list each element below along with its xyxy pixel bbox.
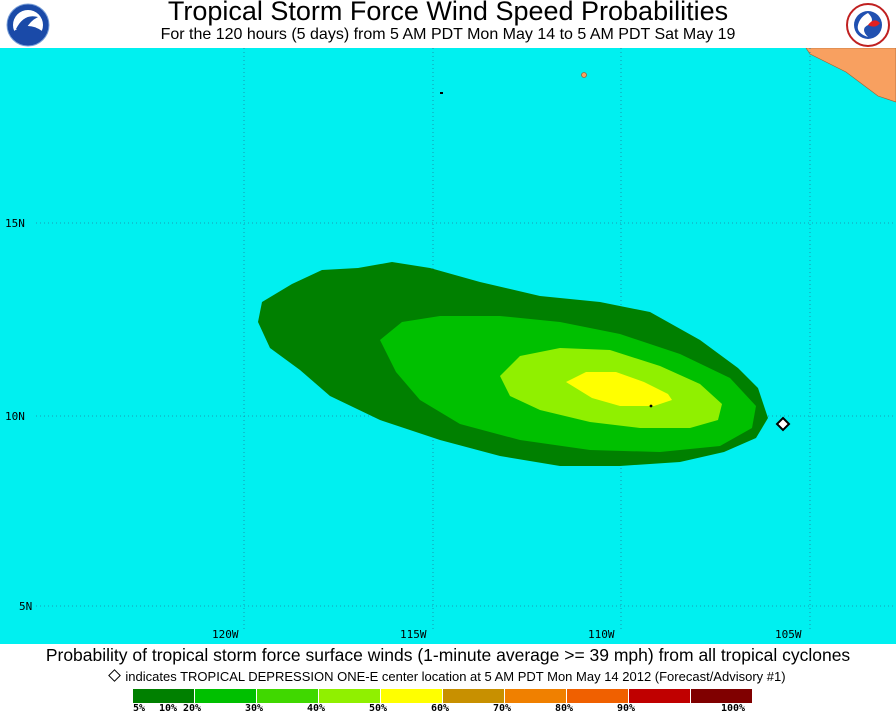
map-header: NOAA Tropical Storm Force Wind Speed Pro… xyxy=(0,0,896,48)
legend-label: 40% xyxy=(307,703,326,714)
legend-label: 100% xyxy=(721,703,746,714)
lat-label-15n: 15N xyxy=(5,217,25,230)
legend-swatch xyxy=(319,689,381,703)
storm-center-note: indicates TROPICAL DEPRESSION ONE-E cent… xyxy=(0,669,896,684)
legend-swatch xyxy=(691,689,753,703)
map-title: Tropical Storm Force Wind Speed Probabil… xyxy=(167,0,729,26)
legend-label: 30% xyxy=(245,703,264,714)
point-marker xyxy=(649,404,653,408)
legend-swatch xyxy=(133,689,195,703)
noaa-logo: NOAA xyxy=(6,3,50,47)
legend-label: 90% xyxy=(617,703,636,714)
lon-label-120w: 120W xyxy=(212,628,239,641)
color-legend xyxy=(133,689,753,703)
map-subtitle: For the 120 hours (5 days) from 5 AM PDT… xyxy=(160,26,736,43)
legend-swatch xyxy=(195,689,257,703)
legend-label: 50% xyxy=(369,703,388,714)
svg-text:NOAA: NOAA xyxy=(21,12,36,18)
island xyxy=(581,72,587,78)
legend-swatch xyxy=(257,689,319,703)
legend-label: 10% xyxy=(159,703,178,714)
legend-label: 70% xyxy=(493,703,512,714)
lon-label-105w: 105W xyxy=(775,628,802,641)
legend-label: 80% xyxy=(555,703,574,714)
probability-caption: Probability of tropical storm force surf… xyxy=(45,645,851,665)
probability-zone-30 xyxy=(566,372,672,406)
storm-center-note-text: indicates TROPICAL DEPRESSION ONE-E cent… xyxy=(125,669,786,684)
island-small xyxy=(440,92,443,94)
legend-swatch xyxy=(443,689,505,703)
mexico-coastline xyxy=(805,48,896,103)
lon-label-115w: 115W xyxy=(400,628,427,641)
lat-label-5n: 5N xyxy=(19,600,32,613)
legend-swatch xyxy=(505,689,567,703)
diamond-icon xyxy=(108,669,122,682)
legend-label: 20% xyxy=(183,703,202,714)
nws-logo xyxy=(846,3,890,47)
lat-label-10n: 10N xyxy=(5,410,25,423)
legend-swatch xyxy=(629,689,691,703)
legend-label: 60% xyxy=(431,703,450,714)
storm-center-marker xyxy=(775,416,791,432)
probability-map: 15N 10N 5N 120W 115W 110W 105W xyxy=(0,48,896,644)
legend-labels: 5% 10% 20% 30% 40% 50% 60% 70% 80% 90% 100% xyxy=(0,703,896,717)
legend-label: 5% xyxy=(133,703,146,714)
legend-swatch xyxy=(381,689,443,703)
lon-label-110w: 110W xyxy=(588,628,615,641)
legend-swatch xyxy=(567,689,629,703)
map-footer: Probability of tropical storm force surf… xyxy=(0,644,896,716)
